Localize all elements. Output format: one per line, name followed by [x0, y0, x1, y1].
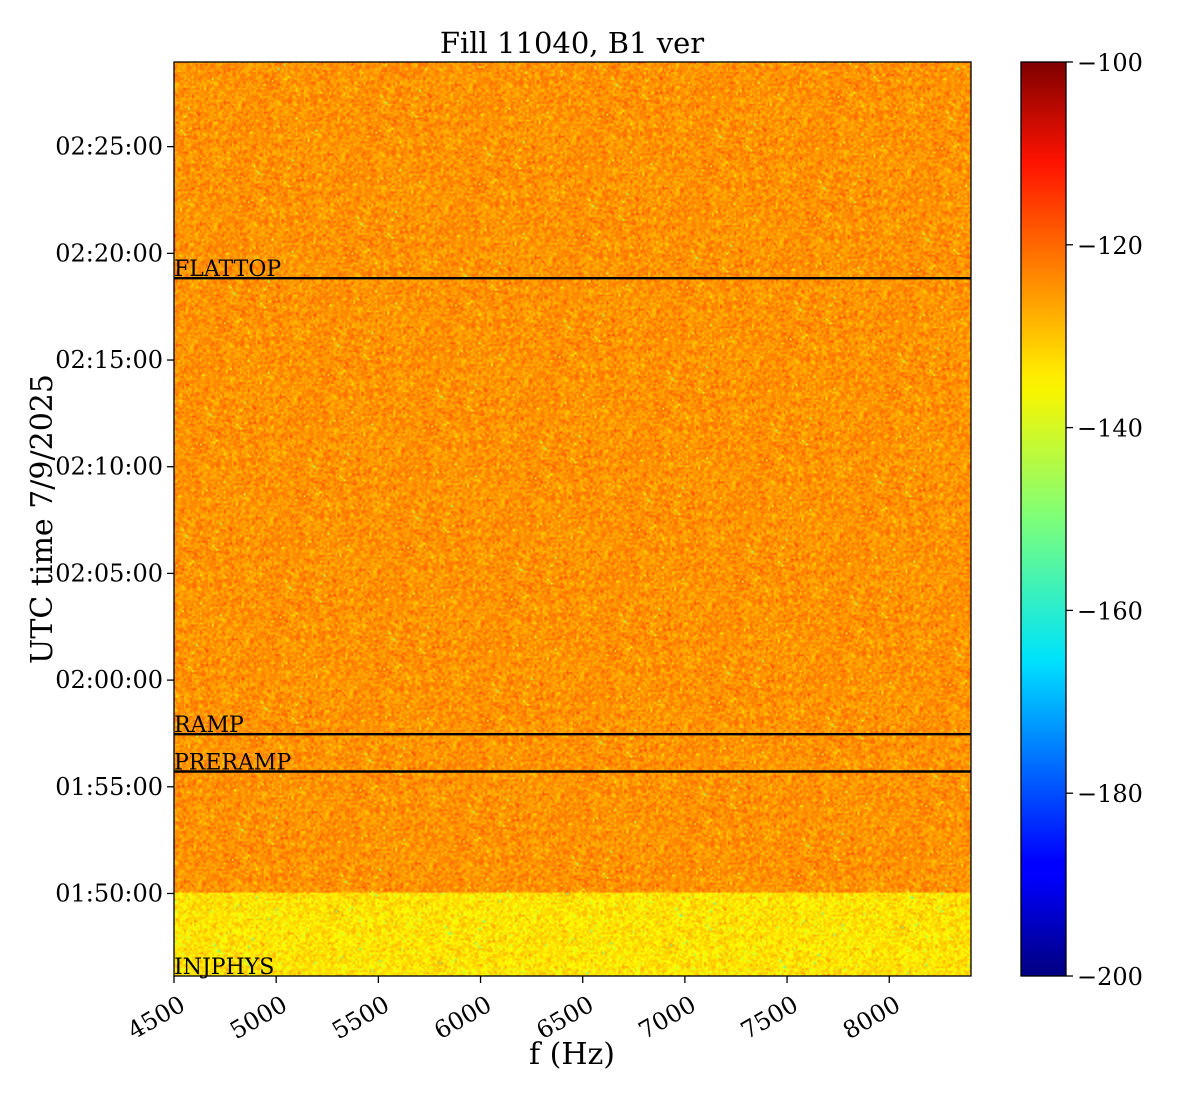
x-axis-label: f (Hz): [529, 1037, 615, 1072]
colorbar-gradient: [1020, 61, 1067, 977]
x-tick-label: 5000: [225, 990, 292, 1045]
y-axis-label: UTC time 7/9/2025: [25, 374, 60, 664]
phase-label-flattop: FLATTOP: [174, 257, 281, 282]
y-tick-label: 02:00:00: [55, 666, 163, 694]
plot-area: INJPHYS PRERAMP RAMP FLATTOP: [173, 61, 972, 980]
phase-markers: INJPHYS PRERAMP RAMP FLATTOP: [174, 257, 971, 980]
x-tick-label: 5500: [327, 990, 394, 1045]
y-tick-label: 02:05:00: [55, 559, 163, 587]
x-tick-label: 8000: [838, 990, 905, 1045]
colorbar-tick-label: −100: [1077, 49, 1143, 77]
x-tick-label: 7500: [736, 990, 803, 1045]
y-tick-label: 02:15:00: [55, 346, 163, 374]
plot-frame: [173, 61, 972, 977]
y-tick-label: 01:55:00: [55, 773, 163, 801]
colorbar-tick-label: −140: [1077, 415, 1143, 443]
x-tick-label: 7000: [634, 990, 701, 1045]
colorbar-tick-label: −180: [1077, 780, 1143, 808]
y-tick-label: 02:20:00: [55, 239, 163, 267]
y-axis-ticks: 01:50:00 01:55:00 02:00:00 02:05:00 02:10:00…: [55, 133, 174, 907]
spectrogram-heatmap: [174, 62, 971, 976]
colorbar-tick-label: −160: [1077, 597, 1143, 625]
colorbar: −100 −120 −140 −160 −180 −200: [1020, 49, 1143, 991]
x-axis-ticks: 4500 5000 5500 6000 6500 7000 7500 8000: [123, 976, 905, 1045]
colorbar-ticks: −100 −120 −140 −160 −180 −200: [1066, 49, 1143, 991]
chart-title: Fill 11040, B1 ver: [440, 26, 704, 60]
x-tick-label: 4500: [123, 990, 190, 1045]
y-tick-label: 02:10:00: [55, 453, 163, 481]
colorbar-tick-label: −120: [1077, 232, 1143, 260]
phase-label-injphys: INJPHYS: [174, 955, 274, 980]
phase-label-preramp: PRERAMP: [174, 751, 291, 776]
y-tick-label: 02:25:00: [55, 133, 163, 161]
colorbar-tick-label: −200: [1077, 963, 1143, 991]
phase-label-ramp: RAMP: [174, 713, 244, 738]
y-tick-label: 01:50:00: [55, 879, 163, 907]
x-tick-label: 6000: [429, 990, 496, 1045]
